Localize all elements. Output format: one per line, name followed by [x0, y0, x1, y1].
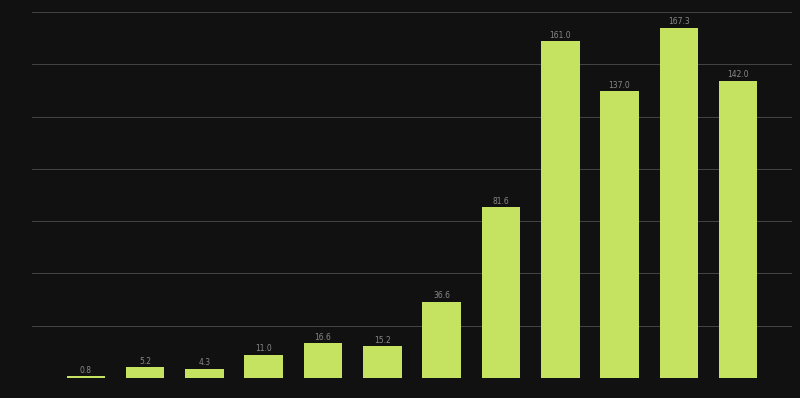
Text: 5.2: 5.2: [139, 357, 151, 365]
Text: 142.0: 142.0: [727, 70, 749, 79]
Bar: [600, 92, 639, 378]
Text: 0.8: 0.8: [80, 366, 92, 375]
Bar: [66, 377, 105, 378]
Text: 36.6: 36.6: [433, 291, 450, 300]
Text: 15.2: 15.2: [374, 336, 390, 345]
Bar: [245, 355, 283, 378]
Bar: [719, 81, 758, 378]
Text: 4.3: 4.3: [198, 359, 210, 367]
Text: 81.6: 81.6: [493, 197, 510, 206]
Bar: [185, 369, 224, 378]
Bar: [126, 367, 164, 378]
Bar: [482, 207, 520, 378]
Bar: [363, 346, 402, 378]
Bar: [304, 343, 342, 378]
Bar: [541, 41, 579, 378]
Bar: [660, 28, 698, 378]
Text: 161.0: 161.0: [550, 31, 571, 39]
Text: 11.0: 11.0: [255, 344, 272, 353]
Bar: [422, 302, 461, 378]
Text: 167.3: 167.3: [668, 18, 690, 26]
Text: 16.6: 16.6: [314, 333, 331, 342]
Text: 137.0: 137.0: [609, 81, 630, 90]
